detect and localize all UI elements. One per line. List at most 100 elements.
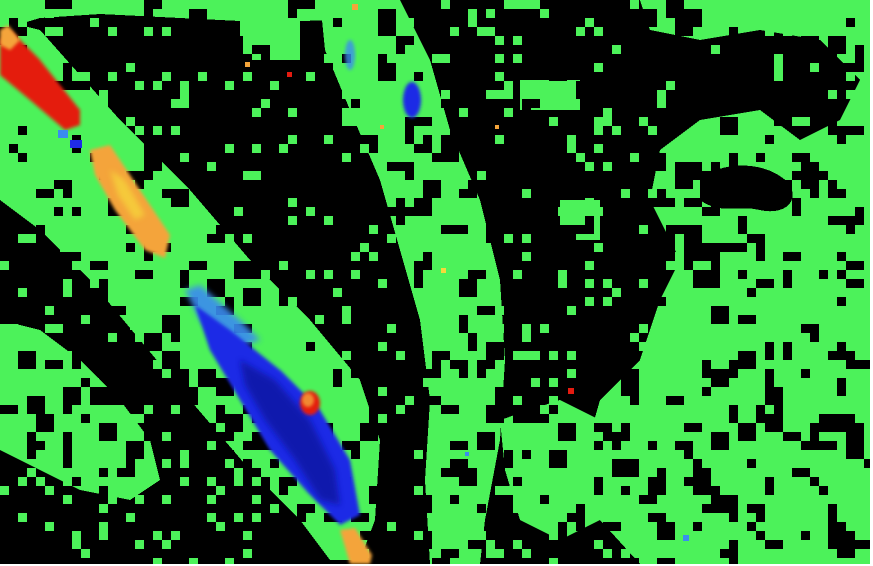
texture-speckle	[594, 207, 603, 216]
texture-hole	[558, 225, 576, 243]
texture-speckle	[243, 36, 252, 45]
texture-speckle	[315, 9, 324, 18]
texture-hole	[315, 126, 324, 135]
texture-speckle	[666, 261, 675, 270]
texture-speckle	[837, 288, 846, 297]
texture-speckle	[432, 54, 441, 63]
texture-hole	[72, 351, 81, 369]
green-right-region	[580, 0, 870, 564]
texture-hole	[585, 72, 603, 81]
texture-speckle	[306, 270, 315, 279]
texture-speckle	[801, 450, 810, 459]
texture-speckle	[162, 369, 171, 378]
texture-speckle	[783, 540, 792, 549]
texture-speckle	[603, 108, 612, 117]
texture-hole	[648, 162, 657, 171]
texture-speckle	[153, 126, 162, 135]
texture-hole	[333, 378, 342, 387]
texture-speckle	[144, 405, 153, 414]
texture-speckle	[414, 486, 423, 495]
texture-hole	[243, 144, 252, 162]
texture-speckle	[45, 306, 54, 315]
texture-speckle	[603, 297, 612, 306]
texture-speckle	[522, 324, 531, 333]
texture-speckle	[567, 144, 576, 153]
texture-hole	[837, 378, 846, 396]
texture-speckle	[783, 423, 792, 432]
texture-speckle	[657, 99, 666, 108]
texture-speckle	[675, 342, 684, 351]
texture-speckle	[486, 369, 495, 378]
texture-speckle	[63, 279, 72, 288]
texture-speckle	[234, 0, 243, 9]
texture-speckle	[135, 540, 144, 549]
texture-hole	[531, 153, 540, 171]
texture-hole	[423, 117, 432, 126]
texture-hole	[621, 558, 639, 564]
texture-speckle	[846, 522, 855, 531]
texture-speckle	[576, 216, 585, 225]
texture-hole	[198, 486, 207, 504]
texture-speckle	[612, 288, 621, 297]
texture-hole	[504, 495, 513, 513]
texture-speckle	[783, 27, 792, 36]
texture-speckle	[342, 414, 351, 423]
texture-hole	[180, 495, 189, 513]
texture-hole	[657, 558, 675, 564]
texture-speckle	[171, 126, 180, 135]
texture-speckle	[468, 18, 477, 27]
texture-speckle	[486, 549, 495, 558]
texture-hole	[729, 63, 747, 72]
texture-hole	[792, 153, 801, 162]
texture-speckle	[63, 288, 72, 297]
texture-speckle	[675, 387, 684, 396]
texture-speckle	[306, 360, 315, 369]
texture-hole	[225, 216, 243, 234]
texture-speckle	[36, 432, 45, 441]
texture-speckle	[369, 108, 378, 117]
texture-speckle	[108, 333, 117, 342]
texture-speckle	[441, 189, 450, 198]
texture-hole	[450, 126, 459, 135]
texture-hole	[333, 90, 342, 108]
texture-hole	[369, 315, 378, 324]
texture-hole	[783, 63, 792, 72]
texture-speckle	[207, 225, 216, 234]
texture-speckle	[342, 90, 351, 99]
texture-speckle	[45, 342, 54, 351]
texture-hole	[126, 243, 135, 252]
texture-hole	[225, 495, 243, 513]
texture-hole	[657, 522, 675, 540]
texture-speckle	[54, 396, 63, 405]
texture-hole	[378, 63, 396, 81]
texture-speckle	[414, 450, 423, 459]
texture-hole	[828, 180, 837, 198]
texture-speckle	[90, 378, 99, 387]
texture-hole	[207, 279, 225, 297]
texture-speckle	[450, 288, 459, 297]
texture-speckle	[414, 225, 423, 234]
texture-hole	[360, 531, 369, 540]
texture-speckle	[45, 522, 54, 531]
texture-speckle	[630, 333, 639, 342]
texture-hole	[342, 333, 351, 351]
texture-speckle	[783, 468, 792, 477]
texture-speckle	[270, 45, 279, 54]
texture-hole	[207, 45, 216, 54]
texture-hole	[801, 36, 819, 54]
texture-speckle	[540, 9, 549, 18]
texture-speckle	[0, 261, 9, 270]
texture-hole	[657, 63, 666, 72]
texture-speckle	[387, 180, 396, 189]
texture-speckle	[45, 9, 54, 18]
texture-speckle	[810, 144, 819, 153]
texture-hole	[684, 450, 693, 459]
texture-speckle	[414, 54, 423, 63]
texture-hole	[729, 513, 738, 522]
texture-hole	[522, 99, 531, 117]
texture-speckle	[387, 522, 396, 531]
texture-speckle	[693, 441, 702, 450]
texture-speckle	[459, 216, 468, 225]
texture-hole	[90, 261, 108, 270]
texture-speckle	[459, 243, 468, 252]
